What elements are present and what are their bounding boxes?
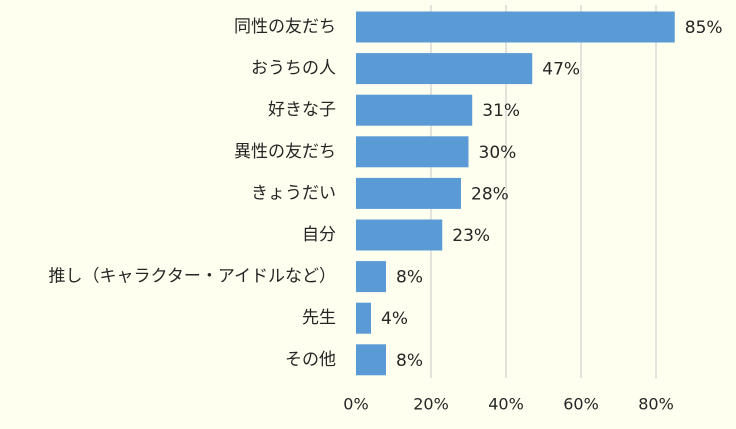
value-label-4: 28% <box>471 184 509 204</box>
value-label-8: 8% <box>396 351 423 371</box>
x-tick-label-1: 20% <box>413 395 449 414</box>
value-label-1: 47% <box>542 60 580 80</box>
category-label-5: 自分 <box>302 225 336 245</box>
bar-8 <box>356 344 386 376</box>
x-tick-label-2: 40% <box>488 395 524 414</box>
x-tick-label-4: 80% <box>638 395 674 414</box>
value-label-6: 8% <box>396 268 423 288</box>
value-label-3: 30% <box>479 143 517 163</box>
value-label-5: 23% <box>452 226 490 246</box>
category-label-3: 異性の友だち <box>234 142 336 162</box>
bar-7 <box>356 302 371 334</box>
value-label-2: 31% <box>482 101 520 121</box>
bar-1 <box>356 53 533 85</box>
bar-6 <box>356 261 386 293</box>
label-layer: 同性の友だち 85% おうちの人 47% 好きな子 31% 異性の友だち 30% きょうだい 28… <box>49 17 723 371</box>
bar-4 <box>356 177 461 209</box>
category-label-6: 推し（キャラクター・アイドルなど） <box>49 267 336 287</box>
tick-layer: 0% 20% 40% 60% 80% <box>343 395 673 414</box>
bar-5 <box>356 219 443 251</box>
value-label-0: 85% <box>685 18 723 38</box>
category-label-2: 好きな子 <box>268 100 336 120</box>
category-label-0: 同性の友だち <box>234 17 336 37</box>
x-tick-label-3: 60% <box>563 395 599 414</box>
bar-2 <box>356 94 473 126</box>
bar-3 <box>356 136 469 168</box>
category-label-1: おうちの人 <box>251 59 336 79</box>
bar-layer <box>356 11 675 376</box>
bar-0 <box>356 11 675 43</box>
category-label-8: その他 <box>285 350 336 370</box>
category-label-4: きょうだい <box>251 183 336 203</box>
category-label-7: 先生 <box>302 308 336 328</box>
x-tick-label-0: 0% <box>343 395 368 414</box>
value-label-7: 4% <box>381 309 408 329</box>
